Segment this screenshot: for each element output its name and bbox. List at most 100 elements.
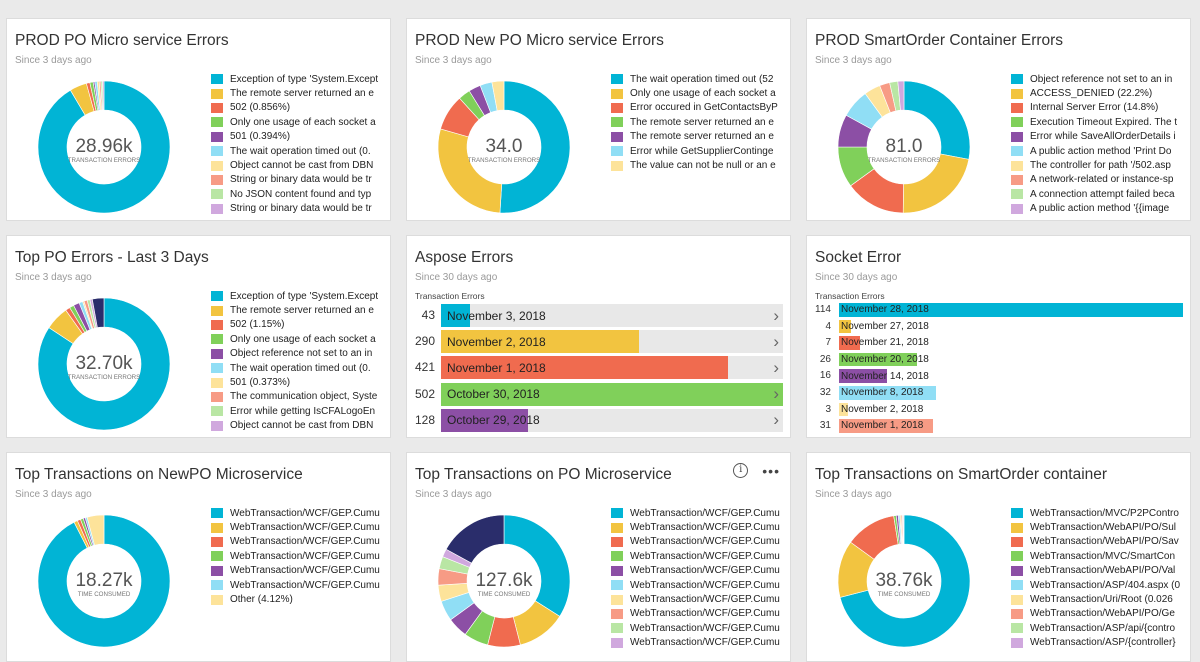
legend-item[interactable]: 501 (0.373%) — [211, 375, 381, 389]
legend-item[interactable]: WebTransaction/WCF/GEP.Cumu — [211, 506, 381, 520]
legend-item[interactable]: Only one usage of each socket a — [611, 86, 781, 100]
tile-prod-po-errors[interactable]: PROD PO Micro service Errors Since 3 day… — [6, 18, 391, 221]
legend-item[interactable]: WebTransaction/WCF/GEP.Cumu — [211, 549, 381, 563]
legend-item[interactable]: WebTransaction/ASP/api/{contro — [1011, 621, 1181, 635]
tile-top-transactions-newpo[interactable]: Top Transactions on NewPO Microservice S… — [6, 452, 391, 662]
tile-prod-new-po-errors[interactable]: PROD New PO Micro service Errors Since 3… — [406, 18, 791, 221]
legend-item[interactable]: WebTransaction/WCF/GEP.Cumu — [611, 621, 781, 635]
legend-item[interactable]: WebTransaction/WebAPI/PO/Sul — [1011, 520, 1181, 534]
donut-slice[interactable] — [503, 514, 571, 617]
legend-item[interactable]: WebTransaction/WCF/GEP.Cumu — [611, 520, 781, 534]
legend-item[interactable]: WebTransaction/WCF/GEP.Cumu — [211, 564, 381, 578]
legend-item[interactable]: The remote server returned an e — [211, 303, 381, 317]
legend-item[interactable]: WebTransaction/WebAPI/PO/Ge — [1011, 607, 1181, 621]
donut-slice[interactable] — [91, 297, 105, 328]
legend-item[interactable]: Object reference not set to an in — [1011, 72, 1181, 86]
bar-row[interactable]: 32 November 8, 2018 — [807, 386, 1190, 400]
legend-item[interactable]: WebTransaction/WCF/GEP.Cumu — [611, 549, 781, 563]
bar-row[interactable]: 4 November 27, 2018 — [807, 319, 1190, 334]
legend-item[interactable]: WebTransaction/WCF/GEP.Cumu — [611, 607, 781, 621]
donut-slice[interactable] — [445, 514, 505, 564]
legend-item[interactable]: Object cannot be cast from DBN — [211, 419, 381, 433]
legend-item[interactable]: The wait operation timed out (0. — [211, 361, 381, 375]
chevron-right-icon[interactable]: › — [773, 384, 779, 404]
legend-item[interactable]: 502 (0.856%) — [211, 101, 381, 115]
bar-row[interactable]: 421 November 1, 2018 › — [407, 356, 790, 380]
donut-slice[interactable] — [37, 514, 171, 648]
chevron-right-icon[interactable]: › — [773, 305, 779, 325]
donut-slice[interactable] — [499, 80, 571, 214]
tile-top-transactions-smartorder[interactable]: Top Transactions on SmartOrder container… — [806, 452, 1191, 662]
legend-item[interactable]: Error while SaveAllOrderDetails i — [1011, 130, 1181, 144]
donut-slice[interactable] — [37, 80, 171, 214]
legend-item[interactable]: Only one usage of each socket a — [211, 332, 381, 346]
legend-item[interactable]: The wait operation timed out (52 — [611, 72, 781, 86]
legend-item[interactable]: WebTransaction/ASP/404.aspx (0 — [1011, 578, 1181, 592]
legend-item[interactable]: WebTransaction/MVC/P2PContro — [1011, 506, 1181, 520]
tile-top-transactions-po[interactable]: Top Transactions on PO Microservice Sinc… — [406, 452, 791, 662]
bar-row[interactable]: 31 November 1, 2018 — [807, 419, 1190, 433]
legend-item[interactable]: String or binary data would be tr — [211, 202, 381, 216]
donut-slice[interactable] — [86, 514, 105, 546]
legend-item[interactable]: String or binary data would be tr — [211, 173, 381, 187]
legend-item[interactable]: WebTransaction/WCF/GEP.Cumu — [211, 578, 381, 592]
legend-item[interactable]: WebTransaction/WebAPI/PO/Val — [1011, 564, 1181, 578]
bar-row[interactable]: 26 November 20, 2018 — [807, 352, 1190, 367]
chevron-right-icon[interactable]: › — [773, 357, 779, 377]
bar-row[interactable]: 128 October 29, 2018 › — [407, 408, 790, 432]
legend-item[interactable]: A public action method '{{image — [1011, 202, 1181, 216]
legend-item[interactable]: Object cannot be cast from DBN — [211, 158, 381, 172]
more-options-icon[interactable]: ••• — [762, 462, 780, 479]
donut-slice[interactable] — [491, 80, 505, 111]
legend-item[interactable]: The remote server returned an e — [211, 86, 381, 100]
legend-item[interactable]: WebTransaction/WCF/GEP.Cumu — [611, 592, 781, 606]
bar-row[interactable]: 290 November 2, 2018 › — [407, 330, 790, 354]
bar-row[interactable]: 3 November 2, 2018 — [807, 402, 1190, 417]
legend-item[interactable]: The value can not be null or an e — [611, 158, 781, 172]
donut-slice[interactable] — [37, 297, 171, 431]
chevron-right-icon[interactable]: › — [773, 410, 779, 430]
legend-item[interactable]: WebTransaction/WCF/GEP.Cumu — [611, 564, 781, 578]
donut-slice[interactable] — [839, 514, 971, 648]
legend-item[interactable]: WebTransaction/WCF/GEP.Cumu — [611, 578, 781, 592]
donut-slice[interactable] — [903, 80, 971, 160]
legend-item[interactable]: Internal Server Error (14.8%) — [1011, 101, 1181, 115]
legend-item[interactable]: The remote server returned an e — [611, 115, 781, 129]
bar-row[interactable]: 502 October 30, 2018 › — [407, 382, 790, 406]
legend-item[interactable]: A public action method 'Print Do — [1011, 144, 1181, 158]
legend-item[interactable]: WebTransaction/WCF/GEP.Cumu — [211, 520, 381, 534]
legend-item[interactable]: The communication object, Syste — [211, 390, 381, 404]
tile-aspose-errors[interactable]: Aspose Errors Since 30 days ago Transact… — [406, 235, 791, 438]
legend-item[interactable]: 502 (1.15%) — [211, 318, 381, 332]
legend-item[interactable]: The controller for path '/502.asp — [1011, 158, 1181, 172]
legend-item[interactable]: The remote server returned an e — [611, 130, 781, 144]
legend-item[interactable]: Exception of type 'System.Except — [211, 72, 381, 86]
info-icon[interactable]: i — [733, 463, 749, 478]
legend-item[interactable]: WebTransaction/WCF/GEP.Cumu — [611, 636, 781, 650]
legend-item[interactable]: A connection attempt failed beca — [1011, 187, 1181, 201]
legend-item[interactable]: WebTransaction/ASP/{controller} — [1011, 636, 1181, 650]
legend-item[interactable]: WebTransaction/WCF/GEP.Cumu — [211, 535, 381, 549]
legend-item[interactable]: Exception of type 'System.Except — [211, 289, 381, 303]
bar-row[interactable]: 43 November 3, 2018 › — [407, 304, 790, 327]
donut-slice[interactable] — [897, 80, 905, 111]
legend-item[interactable]: Error while GetSupplierContinge — [611, 144, 781, 158]
legend-item[interactable]: ACCESS_DENIED (22.2%) — [1011, 86, 1181, 100]
bar-row[interactable]: 114 November 28, 2018 — [807, 303, 1190, 317]
chevron-right-icon[interactable]: › — [773, 331, 779, 351]
tile-top-po-errors[interactable]: Top PO Errors - Last 3 Days Since 3 days… — [6, 235, 391, 438]
legend-item[interactable]: WebTransaction/WCF/GEP.Cumu — [611, 506, 781, 520]
legend-item[interactable]: Error while getting IsCFALogoEn — [211, 404, 381, 418]
legend-item[interactable]: WebTransaction/WebAPI/PO/Sav — [1011, 535, 1181, 549]
tile-prod-smartorder-errors[interactable]: PROD SmartOrder Container Errors Since 3… — [806, 18, 1191, 221]
legend-item[interactable]: Other (4.12%) — [211, 592, 381, 606]
legend-item[interactable]: Error occured in GetContactsByP — [611, 101, 781, 115]
tile-socket-error[interactable]: Socket Error Since 30 days ago Transacti… — [806, 235, 1191, 438]
bar-row[interactable]: 16 November 14, 2018 — [807, 369, 1190, 383]
